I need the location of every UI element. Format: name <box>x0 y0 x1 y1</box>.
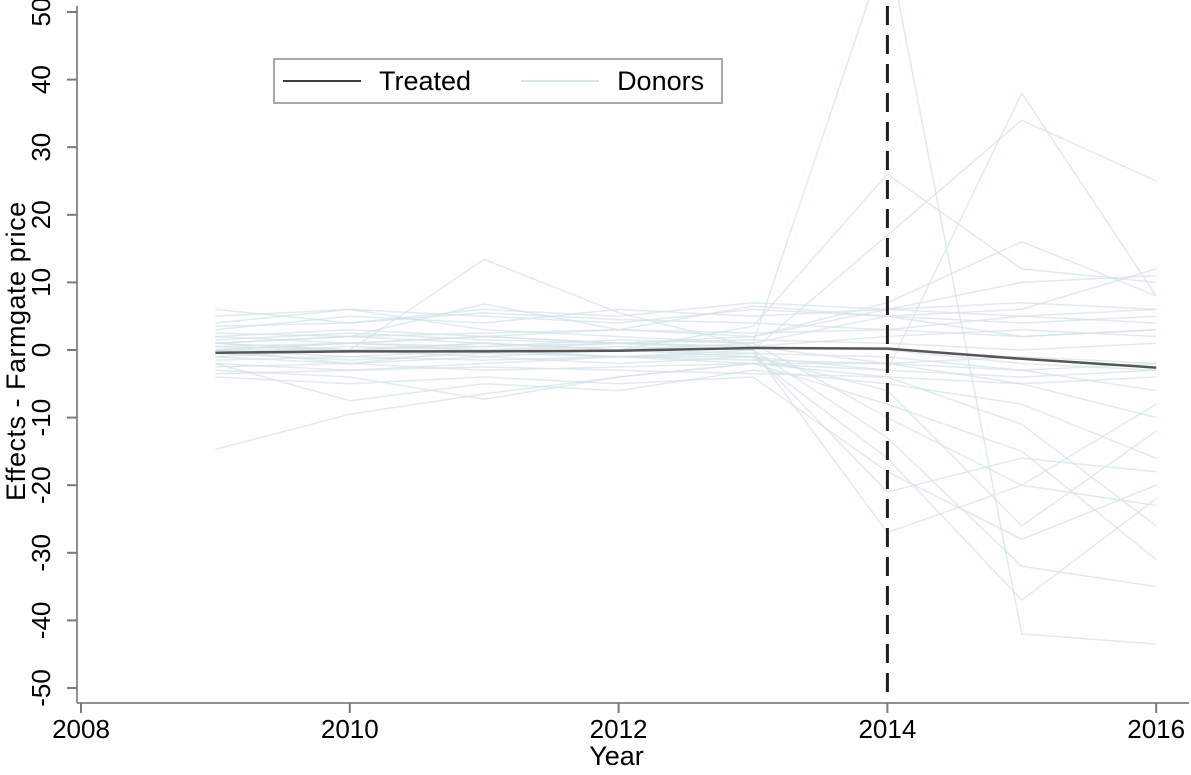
donor-line <box>215 173 1157 351</box>
donor-line <box>215 335 1157 419</box>
donor-line <box>215 376 1157 541</box>
legend: Treated Donors <box>273 58 723 104</box>
donor-line <box>215 352 1157 392</box>
y-tick-label: 40 <box>26 65 56 94</box>
donor-line <box>215 349 1157 588</box>
x-tick-label: 2016 <box>1127 714 1185 744</box>
y-tick-label: 0 <box>26 343 56 357</box>
y-tick-label: 50 <box>26 0 56 26</box>
y-tick-label: -30 <box>26 534 56 572</box>
donor-line <box>215 362 1157 451</box>
y-tick-label: 30 <box>26 133 56 162</box>
legend-line-donors <box>521 80 600 82</box>
y-tick-label: -10 <box>26 399 56 437</box>
y-tick-label: -50 <box>26 669 56 707</box>
donor-line <box>215 328 1157 338</box>
x-tick-label: 2010 <box>321 714 379 744</box>
x-axis-title: Year <box>589 741 644 771</box>
x-tick-label: 2008 <box>52 714 110 744</box>
donor-line <box>215 274 1157 338</box>
y-tick-label: -20 <box>26 466 56 504</box>
treated-line <box>215 346 1157 369</box>
donor-line <box>215 342 1157 602</box>
donor-line <box>215 345 1157 534</box>
x-tick-label: 2014 <box>858 714 916 744</box>
legend-label-donors: Donors <box>617 65 705 96</box>
legend-label-treated: Treated <box>379 65 472 96</box>
donor-line <box>215 268 1157 344</box>
y-axis-title: Effects - Farmgate price <box>1 201 31 501</box>
donor-line <box>215 349 1157 527</box>
donor-line <box>215 332 1157 351</box>
x-tick-label: 2012 <box>590 714 648 744</box>
donor-line <box>215 366 1157 385</box>
legend-line-treated <box>283 80 361 82</box>
donor-line <box>215 301 1157 324</box>
donor-line <box>215 308 1157 324</box>
donor-line <box>215 362 1157 561</box>
y-tick-label: 10 <box>26 268 56 297</box>
donor-line <box>215 301 1157 331</box>
y-tick-label: 20 <box>26 200 56 229</box>
donor-line <box>215 362 1157 401</box>
y-tick-label: -40 <box>26 602 56 640</box>
donor-line <box>215 91 1157 372</box>
